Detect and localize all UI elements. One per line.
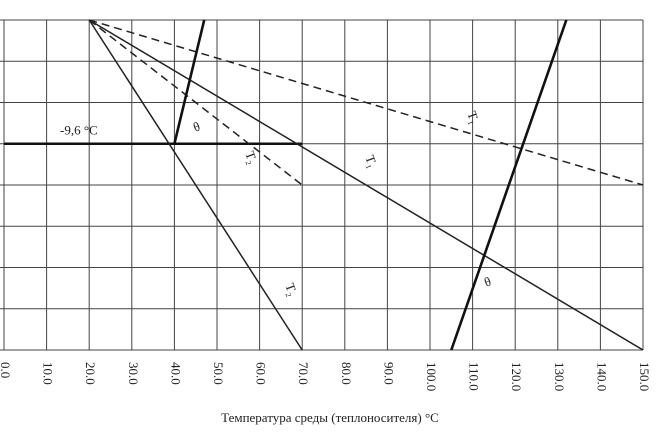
line <box>173 19 206 145</box>
x-tick-label: 20.0 <box>83 362 98 385</box>
x-tick-label: 0.0 <box>0 362 13 378</box>
line-label: T₁ <box>362 153 380 170</box>
x-tick-label: 140.0 <box>594 362 609 391</box>
x-tick-label: 110.0 <box>467 362 482 391</box>
line-label: T₂ <box>282 281 300 298</box>
x-tick-label: 60.0 <box>254 362 269 385</box>
line <box>88 19 644 351</box>
line-label: θ <box>482 273 493 289</box>
x-tick-label: 40.0 <box>168 362 183 385</box>
x-tick-label: 50.0 <box>211 362 226 385</box>
line <box>88 19 303 351</box>
x-tick-label: 10.0 <box>41 362 56 385</box>
x-tick-label: 70.0 <box>296 362 311 385</box>
line-label: T₂ <box>242 149 260 166</box>
x-tick-label: 30.0 <box>126 362 141 385</box>
x-tick-label: 120.0 <box>509 362 524 391</box>
line <box>450 19 568 351</box>
x-tick-label: 80.0 <box>339 362 354 385</box>
x-tick-label: 100.0 <box>424 362 439 391</box>
line-label: T₁ <box>464 109 482 126</box>
x-tick-label: 130.0 <box>552 362 567 391</box>
line <box>88 19 303 186</box>
x-tick-label: 90.0 <box>381 362 396 385</box>
x-tick-label: 150.0 <box>637 362 652 391</box>
reference-label: -9,6 °C <box>60 123 98 138</box>
line-label: θ <box>191 118 202 134</box>
line <box>88 19 644 186</box>
x-axis-title: Температура среды (теплоносителя) °C <box>221 410 439 425</box>
